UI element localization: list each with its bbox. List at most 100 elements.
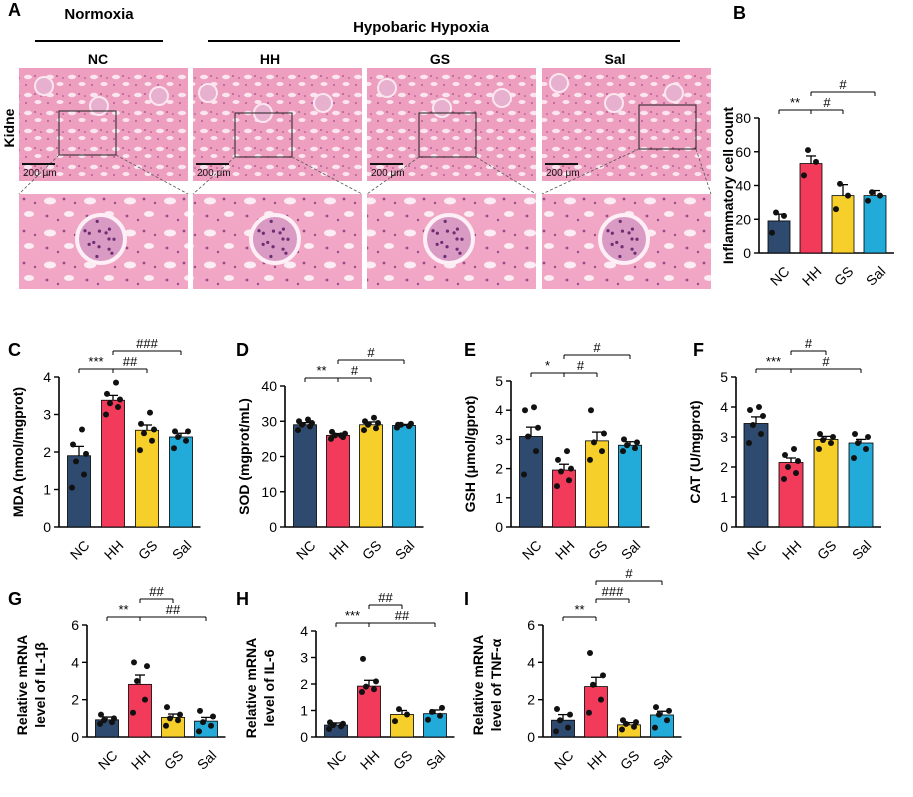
micro-label-HH: HH bbox=[260, 51, 280, 67]
y-tick-label: 4 bbox=[71, 654, 79, 670]
sig-label-G: ## bbox=[166, 602, 181, 617]
x-tick-label-H-Sal: Sal bbox=[423, 747, 449, 773]
y-tick-label: 0 bbox=[269, 519, 277, 535]
y-tick-label: 2 bbox=[720, 459, 728, 475]
data-point-I-GS bbox=[620, 717, 626, 724]
bar-D-GS bbox=[359, 424, 383, 528]
x-tick-label-B-HH: HH bbox=[799, 263, 825, 289]
x-tick-label-D-GS: GS bbox=[359, 537, 385, 563]
chart-panel-F: F 0 1 2 3 4 5 CAT (U/mgprot) NC HH GS Sal *** # # bbox=[687, 336, 881, 563]
x-tick-label-D-Sal: Sal bbox=[392, 537, 418, 563]
panel-letter-A: A bbox=[8, 0, 21, 20]
data-point-E-GS bbox=[588, 407, 594, 414]
glomerulus-low bbox=[664, 83, 684, 103]
bar-F-HH bbox=[778, 462, 804, 528]
zoom-connector-left bbox=[366, 156, 420, 195]
data-point-F-HH bbox=[791, 446, 797, 452]
y-tick-label: 0 bbox=[527, 729, 535, 745]
y-axis-label-E: GSH (μmol/gprot) bbox=[462, 396, 478, 513]
data-point-C-NC bbox=[70, 441, 76, 448]
data-point-F-GS bbox=[817, 431, 823, 437]
chart-panel-H: H 0 1 2 3 4 Relative mRNA level of IL-6 NC HH GS Sa… bbox=[236, 589, 455, 773]
data-point-F-GS bbox=[828, 440, 834, 446]
data-point-E-Sal bbox=[634, 439, 640, 446]
y-tick-label: 30 bbox=[261, 413, 277, 429]
data-point-B-NC bbox=[773, 209, 779, 216]
bar-B-NC bbox=[767, 220, 791, 254]
y-tick-label: 0 bbox=[495, 519, 503, 535]
data-point-I-HH bbox=[586, 709, 592, 716]
y-tick-label: 2 bbox=[43, 444, 51, 460]
nucleus-dot bbox=[269, 254, 273, 259]
data-point-H-Sal bbox=[429, 708, 435, 715]
data-point-G-NC bbox=[97, 720, 103, 727]
sig-label-I: ** bbox=[574, 602, 584, 617]
zoom-connector-right bbox=[475, 156, 537, 195]
data-point-C-HH bbox=[103, 411, 109, 418]
x-tick-label-F-HH: HH bbox=[779, 537, 805, 563]
scale-bar-label-NC: 200 μm bbox=[23, 168, 57, 179]
nucleus-dot bbox=[112, 237, 116, 241]
data-point-C-HH bbox=[104, 390, 110, 397]
y-tick-label: 40 bbox=[261, 378, 277, 394]
nucleus-dot bbox=[620, 245, 624, 249]
y-tick-label: 40 bbox=[735, 178, 751, 194]
data-point-I-GS bbox=[633, 719, 639, 726]
glomerulus-low bbox=[149, 86, 169, 106]
data-point-D-NC bbox=[296, 418, 302, 425]
y-axis-label-H-line2: level of IL-6 bbox=[261, 649, 277, 726]
data-point-I-NC bbox=[565, 724, 571, 731]
sig-label-D: # bbox=[367, 345, 375, 360]
y-tick-label: 6 bbox=[527, 617, 535, 633]
nucleus-dot bbox=[107, 247, 111, 251]
sig-label-I: # bbox=[625, 566, 633, 581]
x-tick-label-H-GS: GS bbox=[390, 747, 416, 773]
panel-letter-B: B bbox=[733, 3, 746, 23]
sig-label-C: ### bbox=[136, 336, 158, 351]
data-point-B-HH bbox=[805, 147, 811, 154]
y-tick-label: 1 bbox=[495, 490, 503, 506]
x-tick-label-C-HH: HH bbox=[101, 537, 127, 563]
data-point-I-NC bbox=[553, 728, 559, 735]
sig-label-D: ** bbox=[316, 363, 326, 378]
data-point-F-HH bbox=[795, 458, 801, 464]
y-tick-label: 0 bbox=[300, 729, 308, 745]
nucleus-dot bbox=[455, 247, 459, 251]
data-point-B-HH bbox=[801, 172, 807, 179]
y-axis-label-D: SOD (mgprot/mL) bbox=[236, 398, 252, 515]
y-tick-label: 1 bbox=[720, 489, 728, 505]
tissue-label: Kidne bbox=[1, 108, 17, 147]
panel-letter-D: D bbox=[236, 340, 249, 360]
nucleus-dot bbox=[633, 251, 637, 255]
nucleus-dot bbox=[87, 231, 91, 235]
data-point-E-HH bbox=[558, 468, 564, 475]
data-point-I-Sal bbox=[664, 717, 670, 724]
data-point-F-HH bbox=[782, 452, 788, 458]
data-point-D-HH bbox=[328, 435, 334, 442]
data-point-F-Sal bbox=[852, 431, 858, 437]
x-tick-label-I-Sal: Sal bbox=[650, 747, 676, 773]
x-tick-label-I-HH: HH bbox=[584, 747, 610, 773]
x-tick-label-B-GS: GS bbox=[831, 263, 857, 289]
bar-B-Sal bbox=[863, 195, 887, 254]
sig-label-H: ## bbox=[395, 608, 410, 623]
sig-label-B: # bbox=[823, 95, 831, 110]
sig-label-B: ** bbox=[790, 95, 800, 110]
sig-label-G: ## bbox=[149, 584, 164, 599]
data-point-G-Sal bbox=[197, 707, 203, 714]
micrograph-low-Sal bbox=[542, 68, 711, 181]
data-point-D-NC bbox=[305, 416, 311, 423]
data-point-I-GS bbox=[619, 726, 625, 733]
data-point-B-GS bbox=[837, 180, 843, 187]
bar-F-NC bbox=[743, 423, 769, 528]
glomerulus-low bbox=[198, 83, 218, 103]
data-point-E-HH bbox=[554, 483, 560, 490]
data-point-D-Sal bbox=[395, 421, 401, 428]
nucleus-dot bbox=[107, 237, 111, 241]
x-tick-label-E-HH: HH bbox=[552, 537, 578, 563]
data-point-E-Sal bbox=[620, 448, 626, 455]
glomerulus-low bbox=[492, 88, 512, 108]
x-tick-label-C-Sal: Sal bbox=[169, 537, 195, 563]
data-point-G-GS bbox=[163, 722, 169, 729]
data-point-B-Sal bbox=[877, 192, 883, 199]
